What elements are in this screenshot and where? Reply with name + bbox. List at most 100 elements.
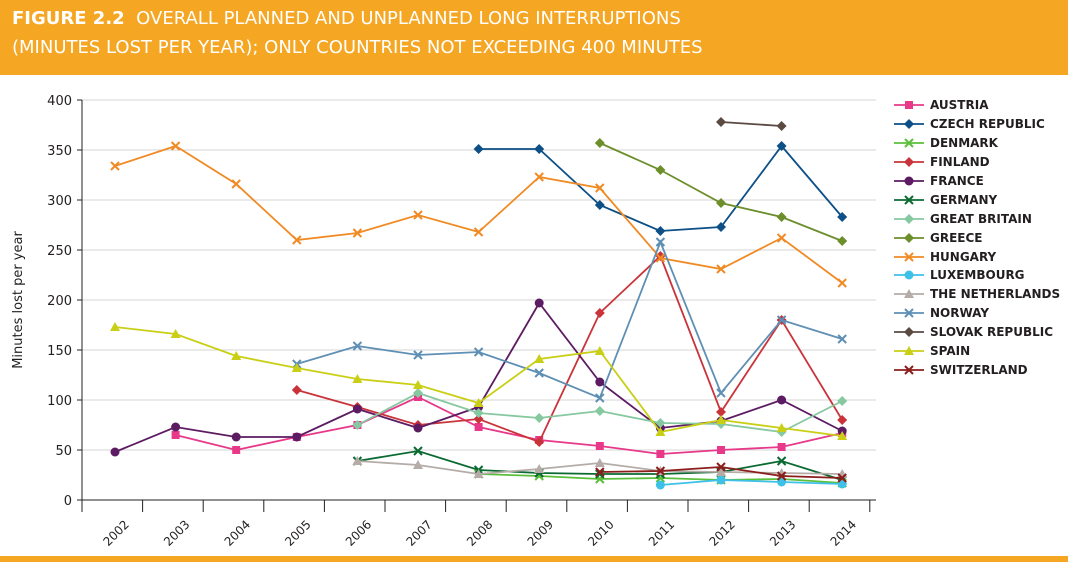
- y-tick-label-150: 150: [47, 344, 72, 359]
- data-point-norway-2010: [595, 393, 605, 403]
- series-great-britain: [352, 388, 848, 437]
- data-point-switzerland-2010: [595, 467, 605, 477]
- legend-marker-czech-republic: [904, 119, 914, 130]
- series-line-finland: [296, 254, 843, 444]
- legend-item-the-netherlands: THE NETHERLANDS: [892, 285, 1060, 304]
- data-point-czech-republic-2011: [655, 226, 666, 236]
- legend-swatch-norway: [894, 308, 924, 318]
- x-tick-label-2005: 2005: [282, 517, 313, 548]
- data-point-hungary-2012: [716, 264, 726, 274]
- legend-label-germany: GERMANY: [930, 192, 998, 207]
- series-luxembourg: [655, 475, 847, 490]
- legend-item-norway: NORWAY: [892, 304, 1060, 323]
- legend-label-hungary: HUNGARY: [930, 249, 997, 264]
- figure-label: FIGURE 2.2: [12, 8, 125, 29]
- data-point-great-britain-2014: [837, 396, 848, 406]
- legend-label-finland: FINLAND: [930, 155, 990, 170]
- data-point-great-britain-2011: [655, 418, 666, 428]
- data-point-norway-2013: [776, 315, 787, 325]
- data-point-austria-2013: [777, 443, 786, 451]
- legend-marker-denmark: [904, 138, 914, 148]
- data-point-greece-2013: [776, 212, 787, 222]
- legend-label-norway: NORWAY: [930, 306, 990, 321]
- data-point-great-britain-2007: [413, 388, 423, 398]
- legend-item-spain: SPAIN: [892, 342, 1060, 361]
- legend-swatch-switzerland: [894, 365, 924, 375]
- legend-marker-spain: [904, 346, 914, 356]
- legend-item-hungary: HUNGARY: [892, 247, 1060, 266]
- data-point-norway-2014: [837, 334, 847, 344]
- data-point-hungary-2008: [473, 227, 484, 237]
- legend-item-switzerland: SWITZERLAND: [892, 360, 1060, 379]
- data-point-france-2003: [171, 422, 181, 432]
- y-tick-label-400: 400: [47, 94, 72, 109]
- legend-swatch-france: [894, 176, 924, 186]
- legend-label-czech-republic: CZECH REPUBLIC: [930, 117, 1045, 132]
- data-point-hungary-2007: [413, 210, 423, 220]
- series-czech-republic: [473, 141, 848, 236]
- legend-label-spain: SPAIN: [930, 344, 971, 359]
- data-point-hungary-2014: [837, 278, 847, 288]
- data-point-great-britain-2008: [473, 408, 484, 418]
- legend-item-greece: GREECE: [892, 228, 1060, 247]
- data-point-slovak-republic-2012: [716, 117, 726, 127]
- legend-swatch-czech-republic: [894, 119, 924, 130]
- data-point-luxembourg-2013: [777, 477, 787, 487]
- legend-label-luxembourg: LUXEMBOURG: [930, 268, 1025, 283]
- legend-swatch-hungary: [894, 251, 924, 262]
- x-tick-label-2009: 2009: [525, 517, 556, 548]
- legend-swatch-denmark: [894, 138, 924, 148]
- data-point-spain-2003: [170, 329, 181, 338]
- legend-label-great-britain: GREAT BRITAIN: [930, 211, 1032, 226]
- figure-title-line-1: FIGURE 2.2 OVERALL PLANNED AND UNPLANNED…: [12, 8, 681, 29]
- data-point-czech-republic-2014: [837, 212, 848, 222]
- data-point-czech-republic-2008: [473, 144, 484, 154]
- data-point-germany-2007: [413, 446, 423, 456]
- figure-title-text: OVERALL PLANNED AND UNPLANNED LONG INTER…: [136, 8, 681, 29]
- legend-item-france: FRANCE: [892, 172, 1060, 191]
- data-point-the-netherlands-2012: [716, 467, 726, 476]
- y-tick-label-200: 200: [47, 294, 72, 309]
- data-point-france-2007: [413, 423, 423, 433]
- y-tick-label-250: 250: [47, 244, 72, 259]
- legend-label-slovak-republic: SLOVAK REPUBLIC: [930, 325, 1054, 340]
- x-tick-label-2011: 2011: [646, 517, 677, 548]
- data-point-greece-2010: [594, 138, 605, 148]
- x-tick-label-2012: 2012: [706, 517, 737, 548]
- x-tick-label-2010: 2010: [585, 517, 616, 548]
- series-austria: [171, 393, 847, 458]
- data-point-switzerland-2011: [655, 466, 666, 476]
- legend-swatch-great-britain: [894, 213, 924, 224]
- data-point-the-netherlands-2010: [594, 458, 605, 467]
- data-point-germany-2013: [776, 456, 787, 466]
- legend-label-greece: GREECE: [930, 230, 983, 245]
- data-point-norway-2008: [473, 347, 484, 357]
- y-axis-title: Minutes lost per year: [11, 231, 26, 369]
- series-france: [110, 298, 847, 457]
- legend-marker-germany: [904, 195, 914, 205]
- legend-item-czech-republic: CZECH REPUBLIC: [892, 115, 1060, 134]
- data-point-france-2013: [777, 395, 787, 405]
- legend-marker-austria: [905, 101, 913, 110]
- data-point-switzerland-2013: [776, 471, 787, 481]
- data-point-france-2005: [292, 432, 302, 442]
- legend-item-great-britain: GREAT BRITAIN: [892, 209, 1060, 228]
- legend-marker-finland: [904, 157, 914, 168]
- data-point-switzerland-2014: [837, 473, 847, 483]
- data-point-finland-2012: [716, 407, 726, 417]
- legend-swatch-germany: [894, 195, 924, 205]
- data-point-hungary-2010: [595, 183, 605, 193]
- data-point-luxembourg-2011: [655, 480, 665, 490]
- legend-swatch-slovak-republic: [894, 327, 924, 338]
- x-tick-label-2004: 2004: [222, 517, 253, 548]
- legend-label-denmark: DENMARK: [930, 136, 998, 151]
- data-point-spain-2006: [352, 374, 363, 383]
- data-point-austria-2012: [717, 446, 725, 454]
- chart-legend: AUSTRIA CZECH REPUBLIC DENMARK FINLAND FRANC…: [892, 96, 1060, 379]
- y-tick-label-350: 350: [47, 144, 72, 159]
- data-point-spain-2009: [534, 354, 545, 363]
- legend-marker-great-britain: [904, 213, 914, 224]
- legend-marker-switzerland: [904, 365, 914, 375]
- legend-marker-hungary: [904, 251, 914, 262]
